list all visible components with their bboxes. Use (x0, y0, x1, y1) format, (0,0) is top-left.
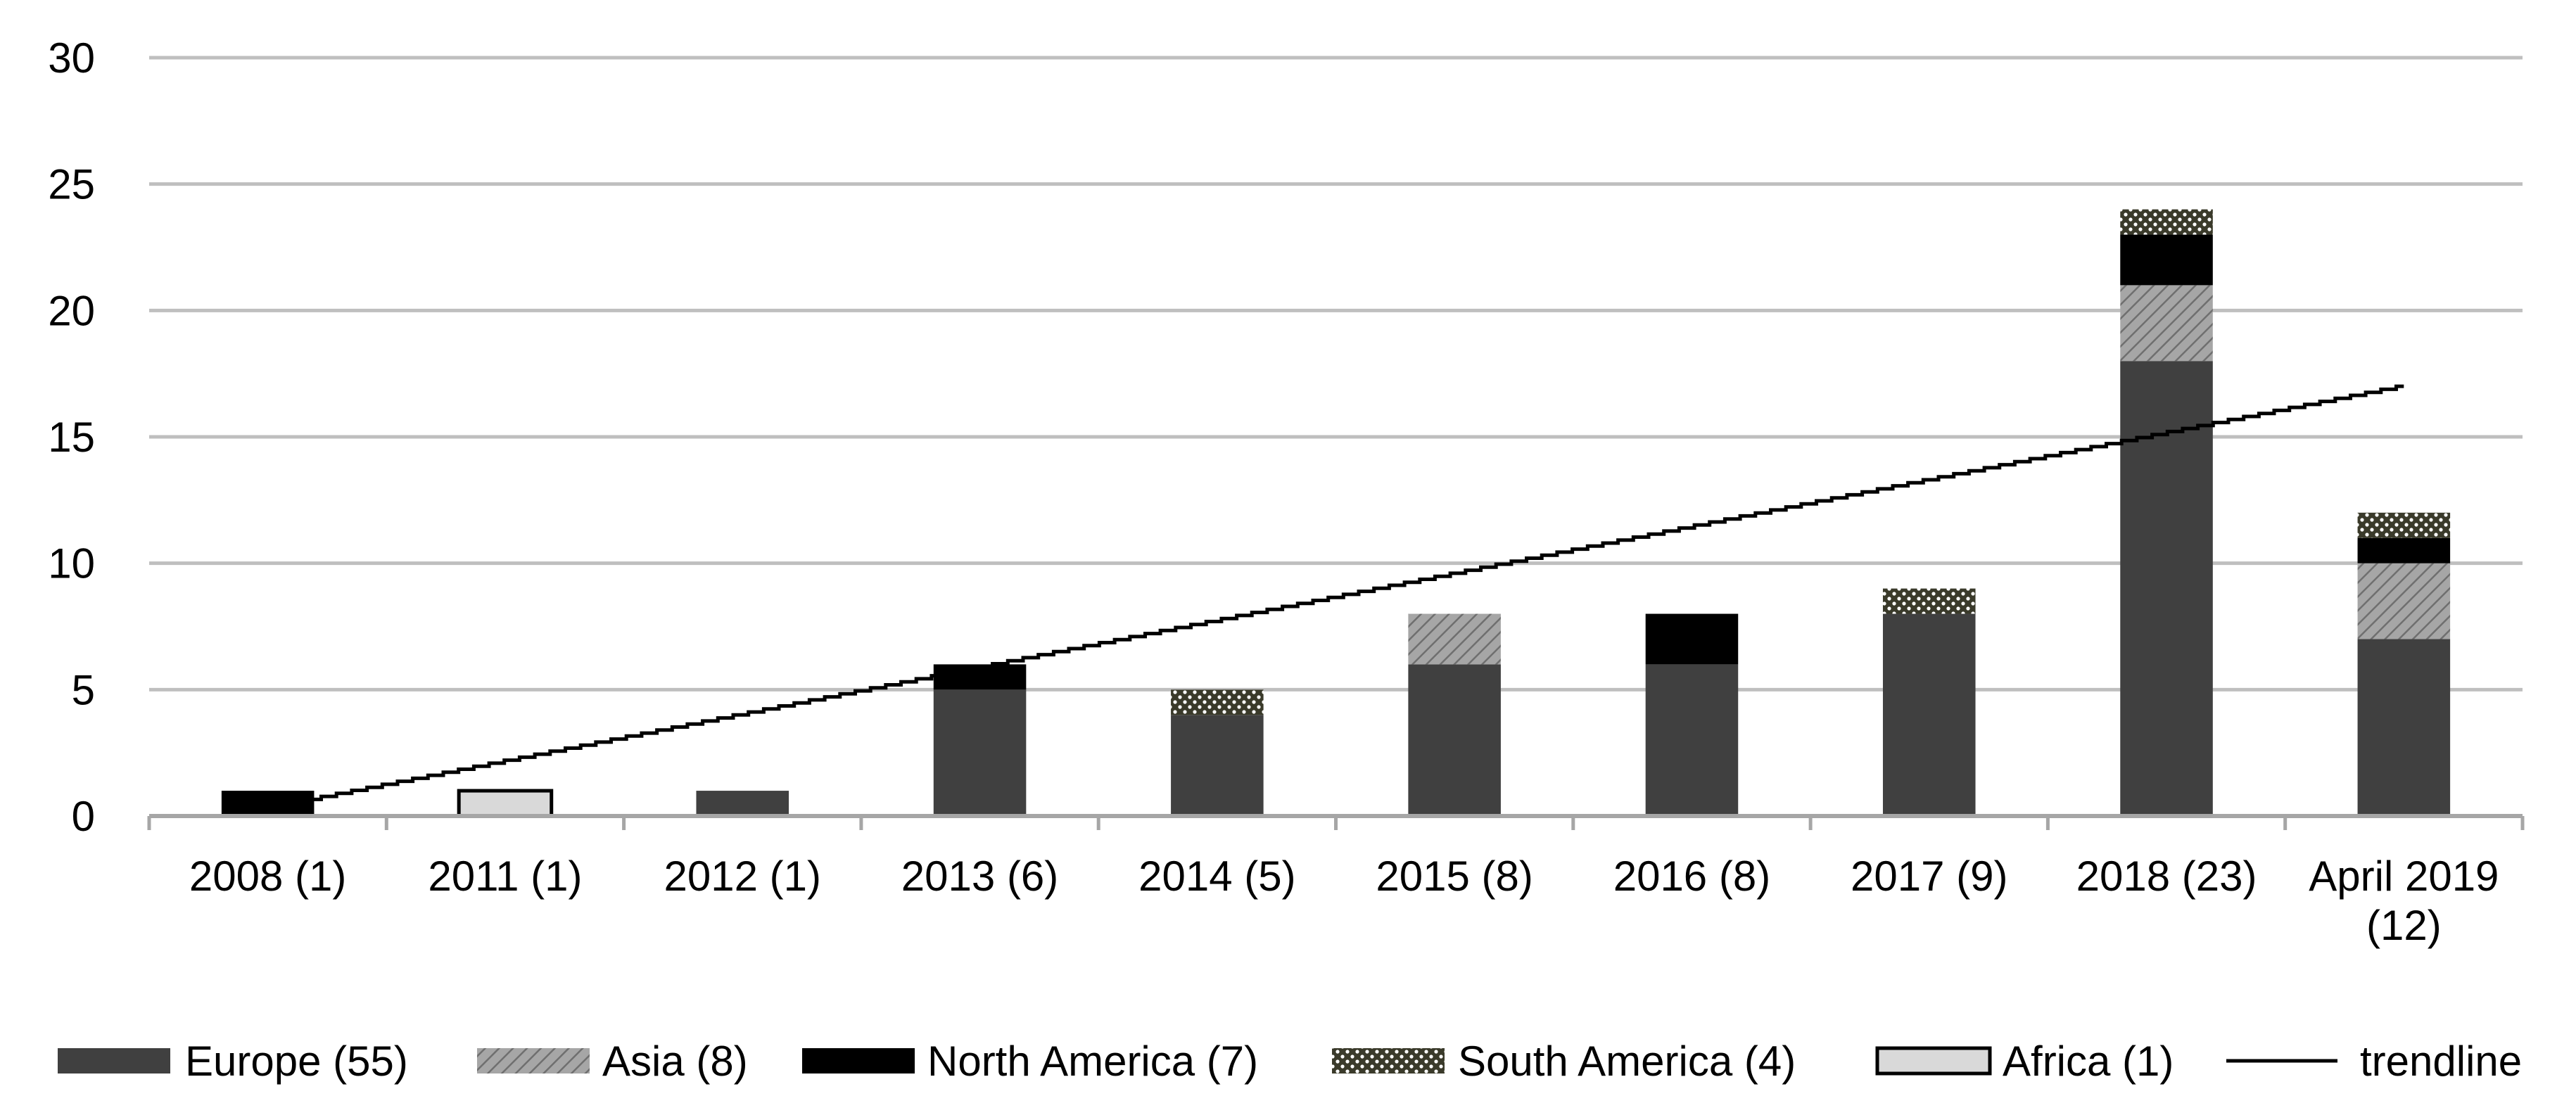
x-tick-label: 2017 (9) (1851, 853, 2007, 900)
legend-swatch-europe (58, 1048, 170, 1073)
legend-swatch-asia (477, 1048, 590, 1073)
legend: Europe (55) Asia (8) North America (7) Sout… (58, 1038, 2522, 1085)
bar-north-america-3 (933, 664, 1027, 690)
bar-asia-5 (1408, 613, 1501, 665)
bar-north-america-6 (1645, 613, 1739, 665)
bar-africa-1 (457, 789, 554, 818)
y-tick-label: 0 (72, 793, 95, 840)
legend-label-europe: Europe (55) (185, 1038, 408, 1085)
x-tick-label: 2018 (23) (2076, 853, 2257, 900)
x-tick-label: 2013 (6) (901, 853, 1058, 900)
legend-label-north-america: North America (7) (927, 1038, 1258, 1085)
x-tick-label: 2016 (8) (1613, 853, 1770, 900)
legend-swatch-south-america (1332, 1048, 1445, 1073)
x-tick-label: 2012 (1) (664, 853, 821, 900)
bar-south-america-8 (2120, 209, 2213, 235)
bar-south-america-7 (1882, 588, 1976, 614)
bar-europe-7 (1882, 613, 1976, 816)
bar-south-america-4 (1171, 689, 1264, 715)
legend-label-africa: Africa (1) (2003, 1038, 2174, 1085)
trendline (267, 384, 2404, 810)
legend-swatch-north-america (802, 1048, 915, 1073)
x-tick-label: 2014 (5) (1138, 853, 1295, 900)
x-tick-label: (12) (2366, 902, 2442, 949)
y-tick-label: 25 (48, 161, 95, 208)
bar-europe-3 (933, 689, 1027, 816)
bar-europe-4 (1171, 715, 1264, 816)
bar-europe-9 (2357, 639, 2451, 816)
bar-europe-6 (1645, 664, 1739, 816)
axes: 0 5 10 15 20 25 30 2008 (1) 2011 (1) 2012 (1) 2013… (48, 34, 2525, 949)
trendline-layer (267, 384, 2404, 810)
x-tick-label: 2015 (8) (1376, 853, 1533, 900)
bars (221, 209, 2451, 818)
legend-label-south-america: South America (4) (1458, 1038, 1796, 1085)
y-tick-label: 20 (48, 287, 95, 334)
bar-south-america-9 (2357, 512, 2451, 538)
y-tick-label: 15 (48, 414, 95, 461)
legend-label-trendline: trendline (2360, 1038, 2522, 1085)
bar-north-america-9 (2357, 537, 2451, 563)
y-tick-label: 30 (48, 34, 95, 82)
legend-swatch-africa (1875, 1046, 1992, 1076)
x-tick-label: 2008 (1) (189, 853, 346, 900)
y-tick-label: 10 (48, 540, 95, 587)
bar-europe-5 (1408, 664, 1501, 816)
x-tick-label: April 2019 (2309, 853, 2499, 900)
legend-label-asia: Asia (8) (602, 1038, 748, 1085)
bar-europe-2 (696, 791, 789, 816)
x-tick-label: 2011 (1) (428, 853, 582, 900)
y-tick-label: 5 (72, 666, 95, 713)
bar-north-america-8 (2120, 234, 2213, 286)
bar-asia-8 (2120, 285, 2213, 362)
bar-asia-9 (2357, 563, 2451, 639)
